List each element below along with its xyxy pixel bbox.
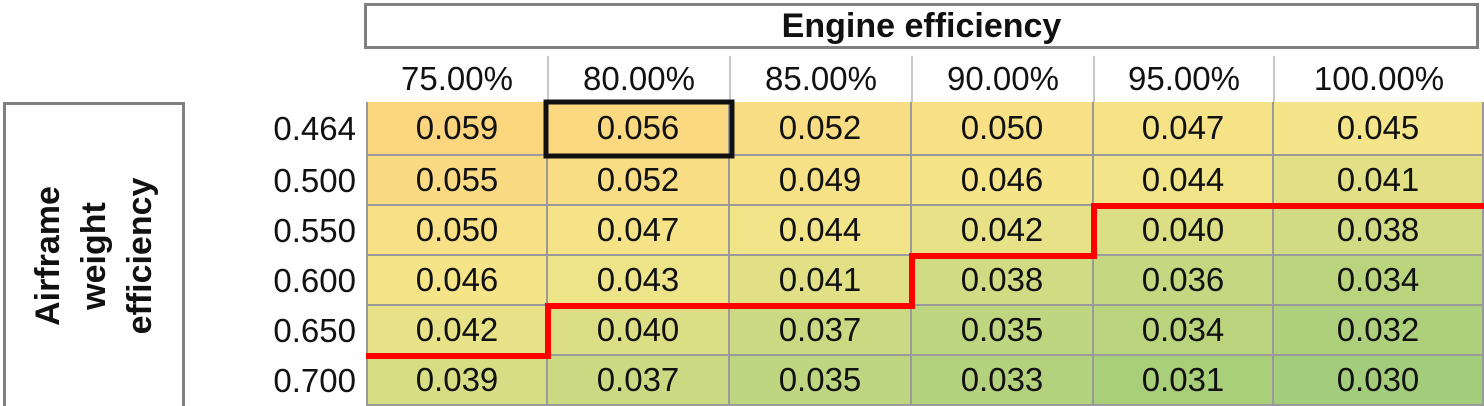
table-cell: 0.030 <box>1274 356 1484 406</box>
table-cell: 0.037 <box>730 306 912 356</box>
row-header: 0.600 <box>273 262 356 299</box>
column-header-divider <box>547 56 549 102</box>
table-cell: 0.055 <box>366 156 548 206</box>
table-cell: 0.042 <box>366 306 548 356</box>
column-header-divider <box>1093 56 1095 102</box>
table-cell: 0.040 <box>1094 206 1274 256</box>
boundary-line <box>366 203 1484 359</box>
table-cell: 0.050 <box>366 206 548 256</box>
table-cell: 0.049 <box>730 156 912 206</box>
row-header: 0.500 <box>273 162 356 199</box>
table-cell: 0.031 <box>1094 356 1274 406</box>
table-cell: 0.033 <box>912 356 1094 406</box>
row-header: 0.650 <box>273 312 356 349</box>
table-cell: 0.050 <box>912 102 1094 156</box>
table-cell: 0.038 <box>912 256 1094 306</box>
row-header: 0.700 <box>273 362 356 399</box>
column-header-divider <box>729 56 731 102</box>
table-cell: 0.046 <box>912 156 1094 206</box>
column-header: 90.00% <box>947 60 1059 97</box>
column-header: 95.00% <box>1128 60 1240 97</box>
table-cell: 0.041 <box>730 256 912 306</box>
column-header: 75.00% <box>401 60 513 97</box>
row-header: 0.464 <box>273 110 356 147</box>
table-cell: 0.043 <box>548 256 730 306</box>
table-cell: 0.032 <box>1274 306 1484 356</box>
table-cell: 0.034 <box>1274 256 1484 306</box>
column-header: 85.00% <box>765 60 877 97</box>
table-cell: 0.038 <box>1274 206 1484 256</box>
table-cell: 0.059 <box>366 102 548 156</box>
table-cell: 0.044 <box>730 206 912 256</box>
table-cell: 0.052 <box>548 156 730 206</box>
table-cell: 0.046 <box>366 256 548 306</box>
table-cell: 0.041 <box>1274 156 1484 206</box>
row-header: 0.550 <box>273 212 356 249</box>
table-cell: 0.047 <box>548 206 730 256</box>
column-header: 80.00% <box>583 60 695 97</box>
table-cell: 0.037 <box>548 356 730 406</box>
column-header: 100.00% <box>1313 60 1445 97</box>
column-header-divider <box>911 56 913 102</box>
column-title: Engine efficiency <box>364 3 1479 49</box>
highlighted-cell-outline <box>543 99 735 159</box>
table-cell: 0.034 <box>1094 306 1274 356</box>
table-cell: 0.035 <box>912 306 1094 356</box>
column-header-divider <box>1273 56 1275 102</box>
table-cell: 0.044 <box>1094 156 1274 206</box>
table-cell: 0.039 <box>366 356 548 406</box>
table-cell: 0.052 <box>730 102 912 156</box>
table-cell: 0.035 <box>730 356 912 406</box>
row-title-box: Airframe weight efficiency <box>3 102 185 406</box>
table-cell: 0.040 <box>548 306 730 356</box>
table-cell: 0.036 <box>1094 256 1274 306</box>
table-cell: 0.047 <box>1094 102 1274 156</box>
table-cell: 0.045 <box>1274 102 1484 156</box>
